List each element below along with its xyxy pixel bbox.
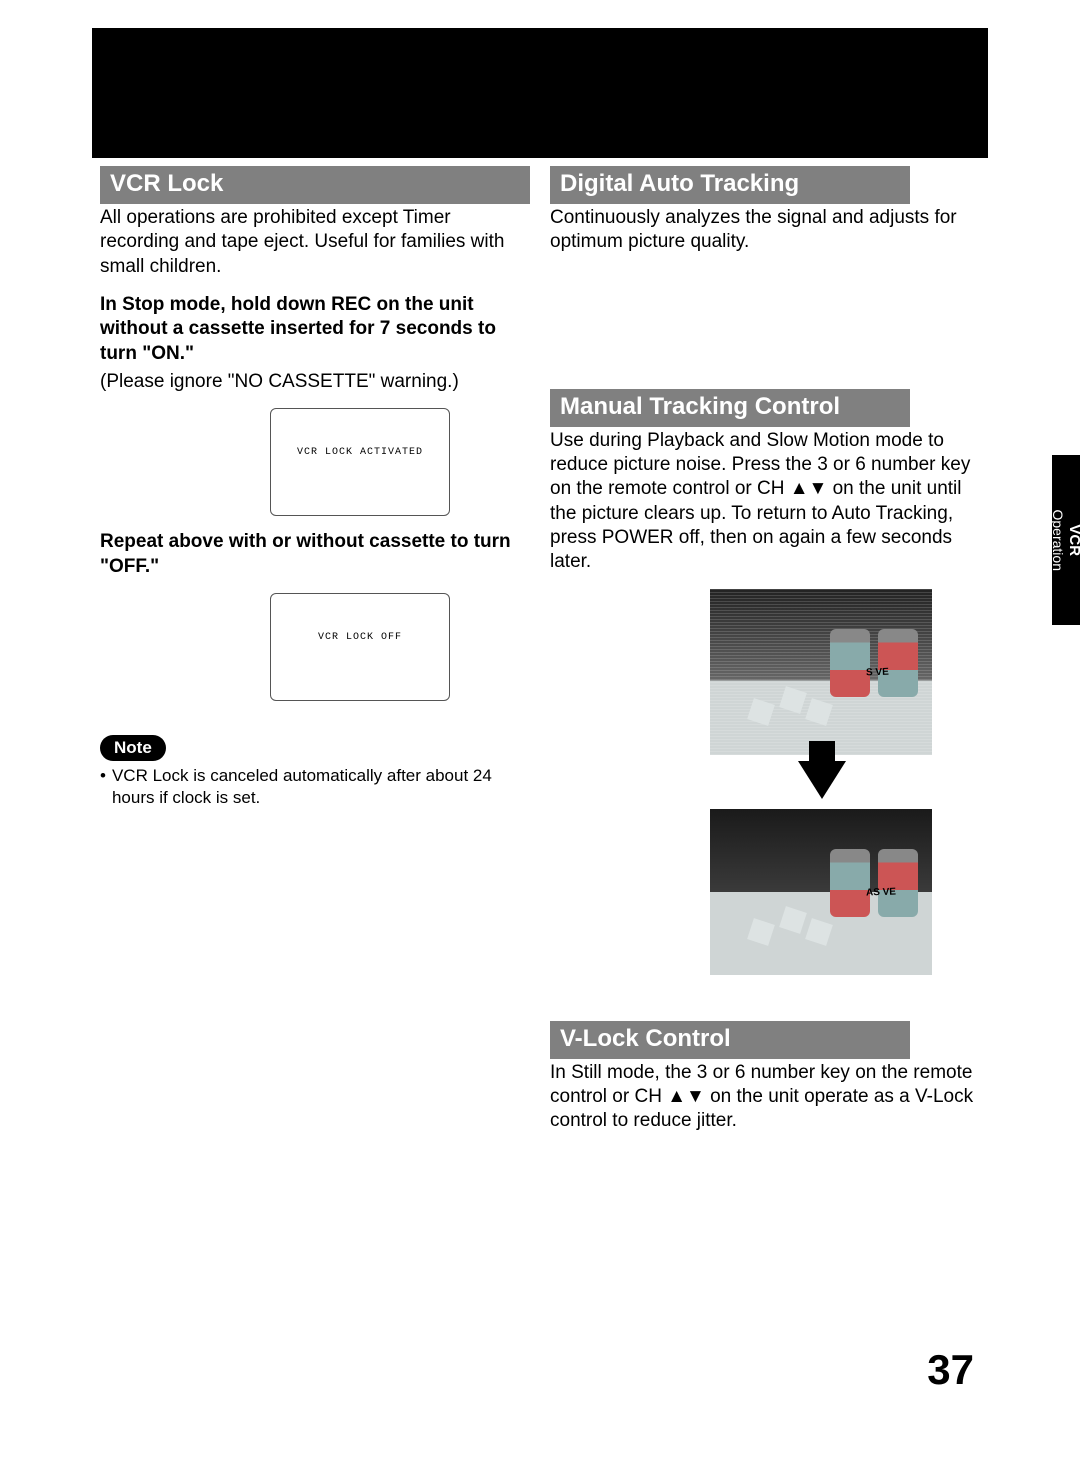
note-badge: Note	[100, 735, 166, 761]
side-tab-line1: VCR	[1066, 524, 1080, 556]
note-text-content: VCR Lock is canceled automatically after…	[112, 765, 530, 809]
dice-shape	[747, 918, 775, 946]
dice-shape	[805, 698, 833, 726]
can-shape	[830, 849, 870, 917]
page-content: VCR Lock All operations are prohibited e…	[100, 166, 980, 1147]
can-label: S VE	[866, 666, 889, 678]
dice-shape	[805, 918, 833, 946]
left-column: VCR Lock All operations are prohibited e…	[100, 166, 530, 1147]
dice-shape	[779, 906, 807, 934]
page-number: 37	[927, 1346, 974, 1394]
note-text: VCR Lock is canceled automatically after…	[100, 765, 530, 809]
can-shape	[878, 629, 918, 697]
dice-shape	[747, 698, 775, 726]
page-header-black-bar	[92, 28, 988, 158]
vcr-lock-off-instruction: Repeat above with or without cassette to…	[100, 530, 530, 579]
two-column-layout: VCR Lock All operations are prohibited e…	[100, 166, 980, 1147]
manual-page: VCR Lock All operations are prohibited e…	[0, 0, 1080, 1464]
can-shape	[830, 629, 870, 697]
vlock-control-header: V-Lock Control	[550, 1021, 910, 1059]
screen-vcr-lock-activated: VCR LOCK ACTIVATED	[270, 408, 450, 516]
dice-shape	[779, 686, 807, 714]
manual-tracking-header: Manual Tracking Control	[550, 389, 910, 427]
manual-tracking-text: Use during Playback and Slow Motion mode…	[550, 429, 980, 575]
right-column: Digital Auto Tracking Continuously analy…	[550, 166, 980, 1147]
screen-text-off: VCR LOCK OFF	[271, 632, 449, 643]
ignore-warning: (Please ignore "NO CASSETTE" warning.)	[100, 370, 530, 394]
side-tab: VCR Operation	[1052, 455, 1080, 625]
vcr-lock-header: VCR Lock	[100, 166, 530, 204]
vlock-control-text: In Still mode, the 3 or 6 number key on …	[550, 1061, 980, 1134]
can-label: AS VE	[866, 886, 896, 898]
digital-auto-tracking-header: Digital Auto Tracking	[550, 166, 910, 204]
screen-text-on: VCR LOCK ACTIVATED	[271, 447, 449, 458]
tracking-image-clear: AS VE	[710, 809, 932, 975]
can-shape	[878, 849, 918, 917]
screen-vcr-lock-off: VCR LOCK OFF	[270, 593, 450, 701]
digital-auto-tracking-text: Continuously analyzes the signal and adj…	[550, 206, 980, 255]
tracking-image-noisy: S VE	[710, 589, 932, 755]
arrow-down-icon	[798, 761, 846, 799]
vcr-lock-on-instruction: In Stop mode, hold down REC on the unit …	[100, 293, 530, 366]
vcr-lock-intro: All operations are prohibited except Tim…	[100, 206, 530, 279]
side-tab-line2: Operation	[1050, 509, 1066, 570]
side-tab-text: VCR Operation	[1049, 509, 1080, 570]
